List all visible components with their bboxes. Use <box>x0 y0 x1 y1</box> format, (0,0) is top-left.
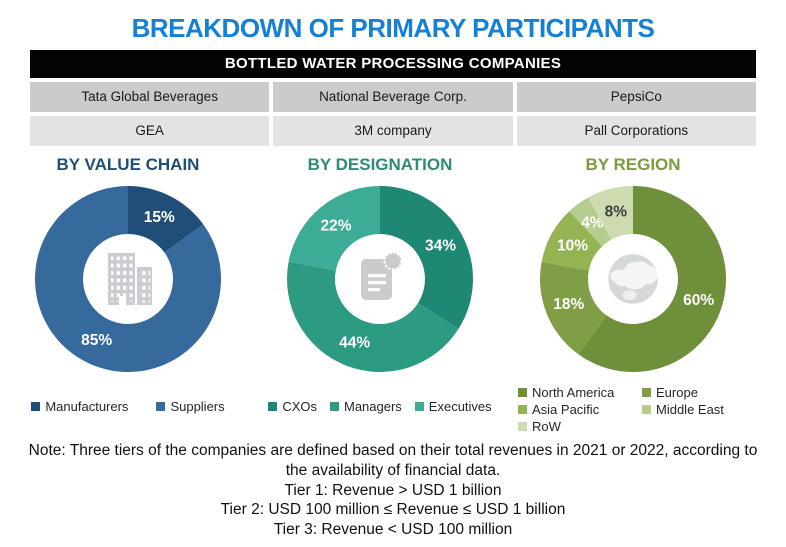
globe-icon <box>601 247 665 311</box>
legend-item-managers: Managers <box>329 398 402 414</box>
legend-swatch-cxos <box>268 401 278 411</box>
donut-chart-region: 60% 18% 10% 4%8% <box>540 186 727 372</box>
donut-slice-value-asia-pacific: 10% <box>557 237 588 254</box>
donut-slice-north-america <box>578 186 727 372</box>
chart-title-designation: BY DESIGNATION <box>307 155 453 174</box>
legend-item-europe: Europe <box>642 384 752 400</box>
donut-chart-designation: 34% 44% 22% <box>287 186 473 372</box>
legend-swatch-north-america <box>518 387 527 397</box>
company-cell-tata-global-beverages: Tata Global Beverages <box>30 82 270 112</box>
legend-label: Executives <box>428 398 492 414</box>
table-header: BOTTLED WATER PROCESSING COMPANIES <box>30 50 756 78</box>
company-cell-gea: GEA <box>30 116 270 146</box>
donut-slice-value-suppliers: 85% <box>81 332 112 349</box>
chart-title-value-chain: BY VALUE CHAIN <box>56 155 200 174</box>
legend-designation: CXOs Managers Executives <box>250 398 510 414</box>
donut-chart-value-chain: 15% 85% <box>34 186 221 372</box>
document-icon <box>348 247 412 311</box>
donut-slice-executives <box>288 186 380 271</box>
legend-label: CXOs <box>282 398 317 414</box>
legend-swatch-managers <box>329 401 339 411</box>
legend-swatch-europe <box>642 387 651 397</box>
legend-item-manufacturers: Manufacturers <box>31 398 128 414</box>
donut-slice-value-managers: 44% <box>339 335 370 352</box>
note-line: Tier 3: Revenue < USD 100 million <box>273 521 513 539</box>
note-line: Tier 2: USD 100 million ≤ Revenue ≤ USD … <box>220 501 566 519</box>
donut-slice-asia-pacific <box>541 211 603 271</box>
company-cell-3m-company: 3M company <box>273 116 513 146</box>
legend-swatch-executives <box>414 401 424 411</box>
chart-designation: BY DESIGNATION 34% 44% 22% <box>257 155 503 401</box>
legend-swatch-row <box>518 421 527 431</box>
company-table: BOTTLED WATER PROCESSING COMPANIES Tata … <box>30 50 756 146</box>
legend-label: Asia Pacific <box>532 401 600 417</box>
legend-swatch-suppliers <box>156 401 166 411</box>
chart-value-chain: BY VALUE CHAIN 15% 85% <box>5 155 251 401</box>
donut-slice-value-europe: 18% <box>553 296 584 313</box>
donut-slice-value-row: 8% <box>605 204 628 221</box>
legend-swatch-middle-east <box>642 404 651 414</box>
legend-label: Europe <box>656 384 698 400</box>
legend-region: North America Europe Asia Pacific Middle Ea… <box>518 384 752 434</box>
chart-title-region: BY REGION <box>585 155 681 174</box>
legend-item-row: RoW <box>518 418 642 434</box>
note-line: Note: Three tiers of the companies are d… <box>28 442 758 459</box>
legend-label: Suppliers <box>170 398 225 414</box>
buildings-icon <box>96 247 160 311</box>
legend-item-executives: Executives <box>414 398 492 414</box>
legend-item-cxos: CXOs <box>268 398 317 414</box>
note-line: Tier 1: Revenue > USD 1 billion <box>284 481 502 499</box>
legend-item-suppliers: Suppliers <box>156 398 225 414</box>
company-cell-pall-corporations: Pall Corporations <box>516 116 756 146</box>
donut-slice-europe <box>540 261 607 355</box>
donut-slice-value-middle-east: 4% <box>581 215 604 232</box>
table-body: Tata Global Beverages National Beverage C… <box>30 82 756 146</box>
donut-slice-value-north-america: 60% <box>683 292 714 309</box>
donut-slice-value-cxos: 34% <box>425 237 456 254</box>
donut-slice-managers <box>287 261 459 372</box>
donut-slice-cxos <box>380 186 473 329</box>
company-cell-national-beverage-corp-: National Beverage Corp. <box>273 82 513 112</box>
legend-label: Managers <box>343 398 402 414</box>
legend-label: RoW <box>532 418 561 434</box>
chart-region: BY REGION 60% 18% 10% 4% 8% <box>510 155 756 401</box>
donut-slice-row <box>588 186 633 240</box>
legend-label: North America <box>532 384 615 400</box>
legend-swatch-manufacturers <box>31 401 41 411</box>
legend-item-middle-east: Middle East <box>642 401 752 417</box>
donut-slice-middle-east <box>569 197 612 247</box>
company-cell-pepsico: PepsiCo <box>516 82 756 112</box>
donut-slice-value-manufacturers: 15% <box>144 209 175 226</box>
note-line: the availability of financial data. <box>285 461 501 479</box>
legend-item-north-america: North America <box>518 384 642 400</box>
donut-slice-manufacturers <box>128 186 204 253</box>
legend-item-asia-pacific: Asia Pacific <box>518 401 642 417</box>
page-title: BREAKDOWN OF PRIMARY PARTICIPANTS <box>131 13 655 43</box>
donut-slice-suppliers <box>34 186 221 372</box>
legend-value-chain: Manufacturers Suppliers <box>5 398 251 414</box>
note: Note: Three tiers of the companies are d… <box>0 441 786 540</box>
legend-swatch-asia-pacific <box>518 404 527 414</box>
legend-label: Manufacturers <box>45 398 129 414</box>
legend-label: Middle East <box>656 401 724 417</box>
donut-slice-value-executives: 22% <box>320 217 351 234</box>
